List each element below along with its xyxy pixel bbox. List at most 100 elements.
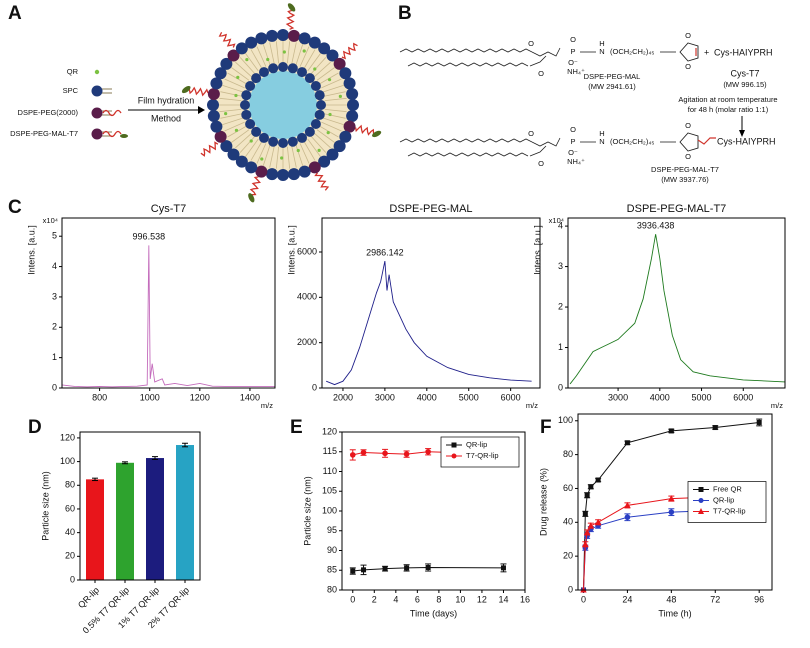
y-axis-label: Intens. [a.u.] (532, 225, 542, 275)
series-line (326, 260, 532, 386)
marker (588, 484, 594, 490)
lipid-head (314, 90, 325, 101)
x-tick-label: 4000 (650, 392, 670, 402)
legend-label: Free QR (713, 484, 742, 493)
x-tick-label: 72 (710, 594, 720, 604)
lipid-head (287, 136, 298, 147)
x-tick-label: 96 (754, 594, 764, 604)
lipid-head (287, 29, 300, 42)
marker (594, 518, 602, 525)
qr-dot (234, 128, 239, 132)
y-axis-label: Particle size (nm) (40, 471, 50, 541)
lipid-tail (310, 57, 327, 75)
bar (176, 445, 194, 580)
peak-label: 3936.438 (637, 221, 675, 231)
lipid-head (287, 168, 300, 181)
legend-label: SPC (63, 86, 79, 95)
x-tick-label: 5000 (459, 392, 479, 402)
reagent-mw: (MW 996.15) (723, 80, 767, 89)
atom-label: NH₄⁺ (567, 67, 585, 76)
marker (350, 568, 356, 574)
lipid-head (298, 32, 311, 45)
peg-chain (188, 86, 209, 97)
y-tick-label: 0 (568, 584, 573, 594)
panel-label: E (290, 417, 303, 438)
atom-label: NH₄⁺ (567, 157, 585, 166)
lipid-head (235, 42, 248, 55)
lipid-head (255, 32, 268, 45)
marker (382, 566, 388, 572)
bar (146, 458, 164, 580)
x-tick-label: 12 (477, 594, 487, 604)
lipid-head (207, 88, 220, 101)
x-axis-label: Time (days) (410, 608, 457, 618)
lipid-head (308, 161, 321, 174)
y-tick-label: 0 (558, 382, 563, 392)
lipid-tail (303, 141, 316, 161)
marker (582, 511, 588, 517)
t7-ligand (248, 193, 255, 203)
x-tick-label: 1400 (240, 392, 260, 402)
lipid-tail (220, 113, 243, 119)
lipid-head (277, 29, 289, 41)
lipid-tail (262, 44, 271, 66)
y-tick-label: 6000 (297, 246, 317, 256)
y-tick-label: 3 (52, 291, 57, 301)
peg-chain (314, 172, 330, 191)
y-axis-label: Particle size (nm) (302, 476, 312, 546)
y-tick-label: 110 (323, 466, 337, 476)
atom-label: H (599, 39, 604, 48)
lipid-head (245, 36, 258, 49)
legend-marker (698, 498, 704, 503)
atom-label: N (599, 137, 604, 146)
qr-dot (260, 157, 264, 161)
marker (595, 477, 601, 483)
atom-label: O (538, 159, 544, 168)
lipid-head (333, 57, 346, 70)
qr-dot (224, 112, 228, 116)
lipid-tail (222, 84, 244, 93)
lipid-tail (269, 42, 275, 65)
panel-label: A (8, 3, 22, 24)
t7-ligand (181, 85, 191, 94)
atom-label: P (570, 47, 575, 56)
y-tick-label: 1 (52, 352, 57, 362)
atom-label: O (685, 121, 691, 130)
y-tick-label: 90 (327, 545, 337, 555)
lipid-tail (219, 108, 242, 113)
atom-label: O (570, 35, 576, 44)
legend-label: DSPE-PEG(2000) (18, 108, 79, 117)
chart-title: Cys-T7 (151, 203, 186, 215)
peg-label: (OCH₂CH₂)₄₅ (610, 137, 654, 146)
lipid-head (318, 42, 331, 55)
y-multiplier: x10⁴ (43, 216, 58, 225)
x-tick-label: 0 (350, 594, 355, 604)
peak-label: 2986.142 (366, 247, 404, 257)
marker (668, 495, 675, 502)
legend-marker (451, 442, 457, 448)
thioether-bond (697, 137, 716, 145)
arrow-head (739, 130, 745, 137)
lipid-tail (239, 135, 256, 153)
lipid-head (220, 57, 233, 70)
acyl-chain (407, 152, 529, 157)
lipid-tail (230, 67, 250, 81)
lipid-tail (322, 84, 344, 93)
qr-dot (317, 148, 321, 152)
x-tick-label: 3000 (375, 392, 395, 402)
backbone (531, 137, 561, 147)
x-tick-label: 3000 (608, 392, 628, 402)
bar (116, 462, 134, 580)
x-tick-label: 4 (393, 594, 398, 604)
qr-dot (280, 156, 284, 160)
lipid-head (241, 109, 252, 120)
qr-dot (296, 148, 300, 153)
lipid-head (91, 85, 103, 97)
lipid-tail (245, 52, 259, 72)
arrow-label: Method (151, 113, 181, 123)
x-tick-label: 1000 (140, 392, 160, 402)
lipid-tail (323, 91, 346, 97)
y-tick-label: 80 (65, 480, 75, 490)
lipid-head (227, 148, 240, 161)
atom-label: O (538, 69, 544, 78)
